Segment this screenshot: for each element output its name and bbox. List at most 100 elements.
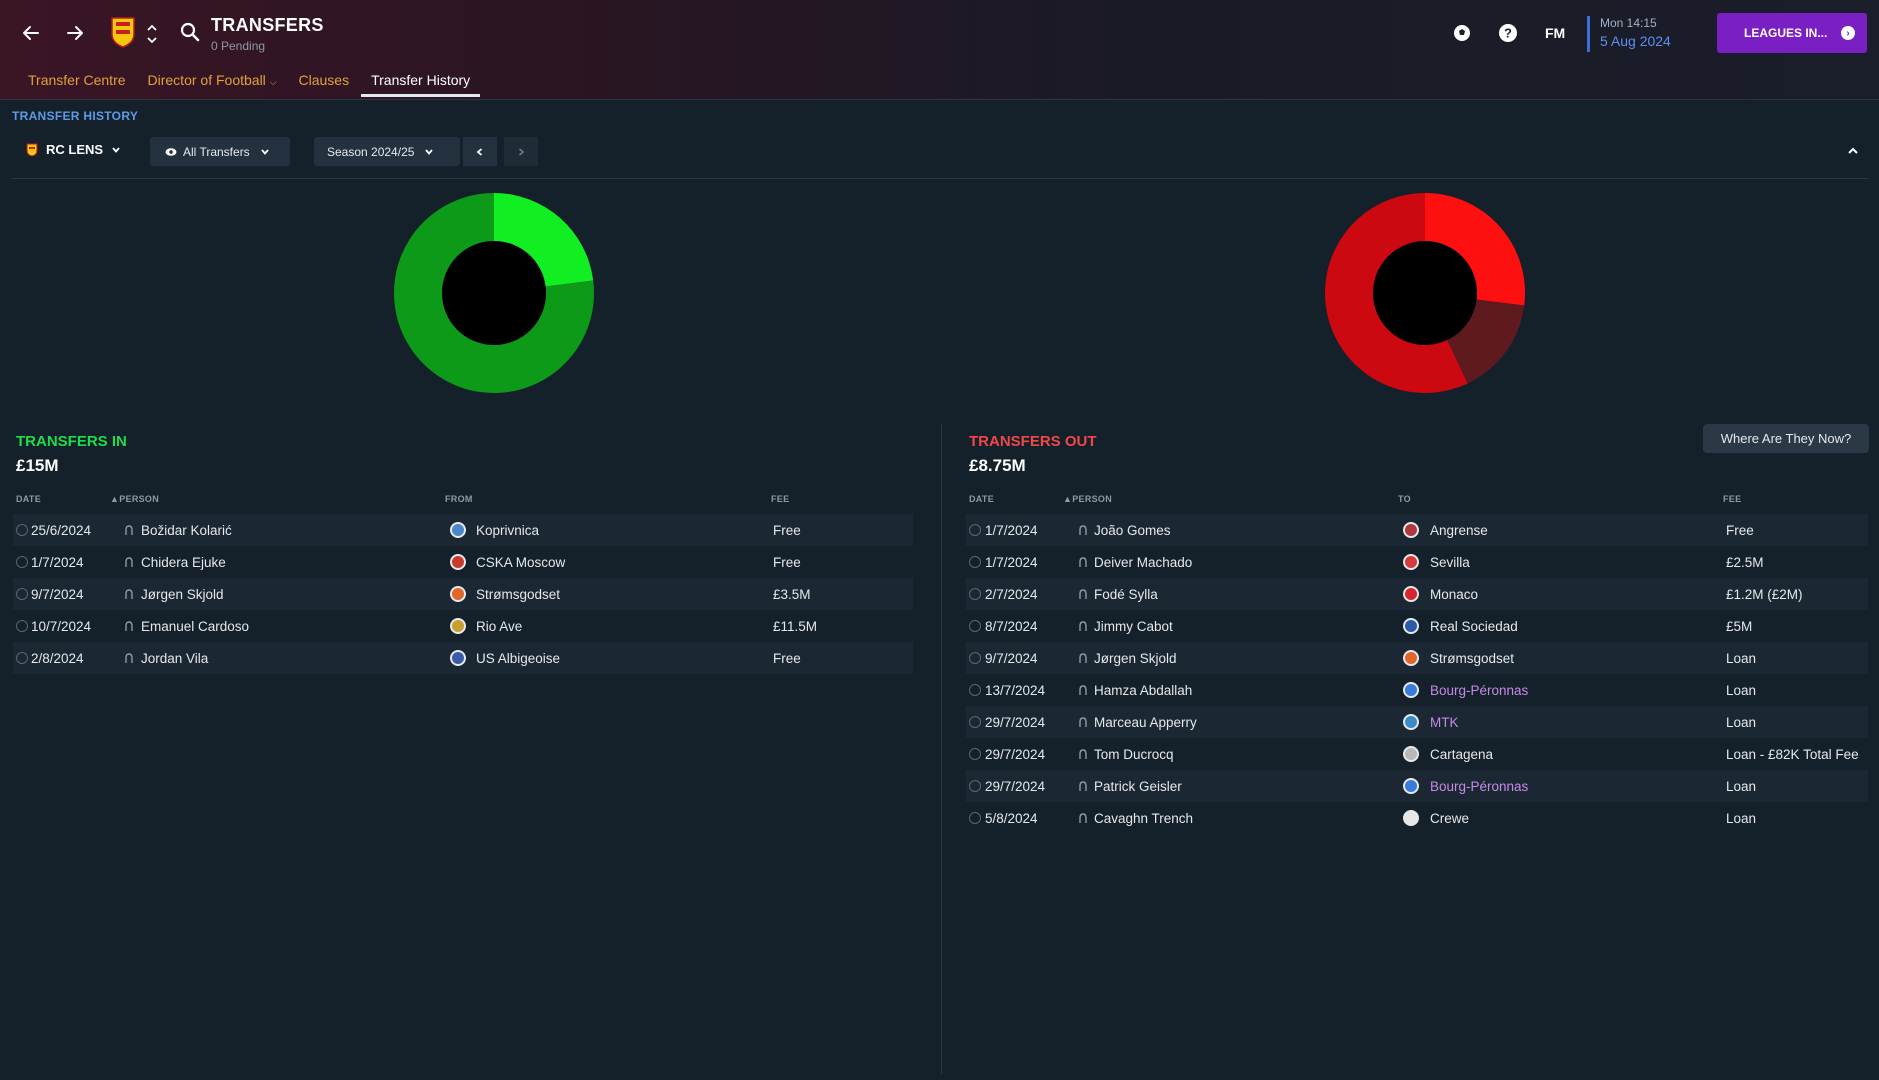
table-row[interactable]: 1/7/2024 João Gomes Angrense Free <box>966 514 1868 546</box>
table-row[interactable]: 25/6/2024 Božidar Kolarić Koprivnica Free <box>13 514 913 546</box>
club-name[interactable]: Sevilla <box>1430 555 1470 570</box>
club-name[interactable]: Koprivnica <box>476 523 540 538</box>
player-name[interactable]: Deiver Machado <box>1094 555 1193 570</box>
column-header-date[interactable]: DATE <box>969 494 995 504</box>
transfers-in-slice-1[interactable] <box>494 193 594 287</box>
status-check-icon <box>969 812 981 824</box>
next-season-button[interactable] <box>504 137 538 166</box>
table-row[interactable]: 8/7/2024 Jimmy Cabot Real Sociedad £5M <box>966 610 1868 642</box>
column-header-person[interactable]: ▲PERSON <box>110 494 159 504</box>
transfers-in-slice-2[interactable] <box>394 193 594 393</box>
club-crest-icon[interactable] <box>110 16 136 48</box>
club-selector[interactable]: RC LENS <box>26 142 121 157</box>
player-name[interactable]: Marceau Apperry <box>1094 715 1197 730</box>
table-row[interactable]: 1/7/2024 Deiver Machado Sevilla £2.5M <box>966 546 1868 578</box>
transfers-out-total: £8.75M <box>969 456 1026 475</box>
club-name[interactable]: Bourg-Péronnas <box>1430 779 1529 794</box>
tab-clauses[interactable]: Clauses <box>298 72 350 88</box>
club-name[interactable]: Real Sociedad <box>1430 619 1518 634</box>
player-name[interactable]: Božidar Kolarić <box>141 523 232 538</box>
column-header-fee[interactable]: FEE <box>771 494 790 504</box>
club-name[interactable]: MTK <box>1430 715 1459 730</box>
table-row[interactable]: 10/7/2024 Emanuel Cardoso Rio Ave £11.5M <box>13 610 913 642</box>
player-name[interactable]: Hamza Abdallah <box>1094 683 1193 698</box>
collapse-icon[interactable] <box>1845 143 1861 159</box>
column-header-person[interactable]: ▲PERSON <box>1063 494 1112 504</box>
table-row[interactable]: 2/8/2024 Jordan Vila US Albigeoise Free <box>13 642 913 674</box>
player-name[interactable]: Jørgen Skjold <box>141 587 224 602</box>
tab-transfer-centre[interactable]: Transfer Centre <box>28 72 126 88</box>
club-switch-icon[interactable] <box>144 20 160 48</box>
transfer-fee: Free <box>773 651 801 666</box>
pending-count: 0 Pending <box>211 39 266 53</box>
transfer-fee: Free <box>773 523 801 538</box>
table-row[interactable]: 1/7/2024 Chidera Ejuke CSKA Moscow Free <box>13 546 913 578</box>
club-name[interactable]: Strømsgodset <box>476 587 561 602</box>
player-name[interactable]: Emanuel Cardoso <box>141 619 250 634</box>
club-name[interactable]: US Albigeoise <box>476 651 561 666</box>
transfer-date: 1/7/2024 <box>985 555 1038 570</box>
table-row[interactable]: 29/7/2024 Marceau Apperry MTK Loan <box>966 706 1868 738</box>
club-name[interactable]: Rio Ave <box>476 619 523 634</box>
table-row[interactable]: 9/7/2024 Jørgen Skjold Strømsgodset £3.5M <box>13 578 913 610</box>
table-row[interactable]: 29/7/2024 Tom Ducrocq Cartagena Loan - £82K… <box>966 738 1868 770</box>
person-icon <box>1079 621 1087 631</box>
transfer-fee: £2.5M <box>1726 555 1764 570</box>
transfers-out-slice-3[interactable] <box>1325 193 1468 393</box>
page-title: TRANSFERS <box>211 15 324 35</box>
column-header-from[interactable]: FROM <box>445 494 473 504</box>
football-button[interactable] <box>1451 22 1473 44</box>
table-row[interactable]: 13/7/2024 Hamza Abdallah Bourg-Péronnas Loa… <box>966 674 1868 706</box>
transfers-out-slice-2[interactable] <box>1447 299 1525 384</box>
player-name[interactable]: Patrick Geisler <box>1094 779 1182 794</box>
tab-director-label: Director of Football <box>147 72 266 88</box>
table-row[interactable]: 2/7/2024 Fodé Sylla Monaco £1.2M (£2M) <box>966 578 1868 610</box>
column-header-fee[interactable]: FEE <box>1723 494 1742 504</box>
person-header-label: PERSON <box>1072 494 1113 504</box>
back-button[interactable] <box>14 16 48 50</box>
transfers-out-slice-1[interactable] <box>1425 193 1525 306</box>
table-row[interactable]: 9/7/2024 Jørgen Skjold Strømsgodset Loan <box>966 642 1868 674</box>
club-name[interactable]: Cartagena <box>1430 747 1494 762</box>
transfer-date: 25/6/2024 <box>31 523 92 538</box>
column-header-to[interactable]: TO <box>1398 494 1411 504</box>
club-crest-icon <box>1403 554 1419 570</box>
transfer-fee: £11.5M <box>773 619 818 634</box>
club-name[interactable]: Strømsgodset <box>1430 651 1515 666</box>
player-name[interactable]: Jimmy Cabot <box>1094 619 1173 634</box>
forward-button[interactable] <box>58 16 92 50</box>
player-name[interactable]: Tom Ducrocq <box>1094 747 1174 762</box>
club-name[interactable]: Angrense <box>1430 523 1488 538</box>
tab-director-of-football[interactable]: Director of Football ⌵ <box>148 72 277 97</box>
club-name[interactable]: Crewe <box>1430 811 1470 826</box>
fm-logo[interactable]: FM <box>1545 25 1566 41</box>
player-name[interactable]: Jordan Vila <box>141 651 209 666</box>
sort-ascending-icon: ▲ <box>1063 494 1073 504</box>
chevron-right-icon <box>518 147 525 156</box>
player-name[interactable]: João Gomes <box>1094 523 1171 538</box>
person-icon <box>1079 749 1087 759</box>
transfer-filter-dropdown[interactable]: All Transfers <box>150 137 290 166</box>
transfer-fee: £3.5M <box>773 587 811 602</box>
season-dropdown[interactable]: Season 2024/25 <box>314 137 460 166</box>
transfer-date: 5/8/2024 <box>985 811 1038 826</box>
player-name[interactable]: Jørgen Skjold <box>1094 651 1177 666</box>
table-row[interactable]: 29/7/2024 Patrick Geisler Bourg-Péronnas Lo… <box>966 770 1868 802</box>
player-name[interactable]: Fodé Sylla <box>1094 587 1158 602</box>
table-row[interactable]: 5/8/2024 Cavaghn Trench Crewe Loan <box>966 802 1868 834</box>
column-header-date[interactable]: DATE <box>16 494 42 504</box>
player-name[interactable]: Chidera Ejuke <box>141 555 226 570</box>
where-are-they-now-button[interactable]: Where Are They Now? <box>1703 424 1869 453</box>
tab-transfer-history[interactable]: Transfer History <box>361 72 481 97</box>
previous-season-button[interactable] <box>463 137 497 166</box>
game-date[interactable]: Mon 14:15 5 Aug 2024 <box>1587 16 1671 52</box>
club-name[interactable]: Bourg-Péronnas <box>1430 683 1529 698</box>
status-check-icon <box>969 684 981 696</box>
continue-button[interactable]: LEAGUES IN... › <box>1717 13 1867 53</box>
help-button[interactable]: ? <box>1497 22 1519 44</box>
club-name[interactable]: Monaco <box>1430 587 1479 602</box>
player-name[interactable]: Cavaghn Trench <box>1094 811 1194 826</box>
transfers-in-heading: TRANSFERS IN <box>16 433 127 450</box>
club-name[interactable]: CSKA Moscow <box>476 555 566 570</box>
search-icon[interactable] <box>180 22 200 42</box>
